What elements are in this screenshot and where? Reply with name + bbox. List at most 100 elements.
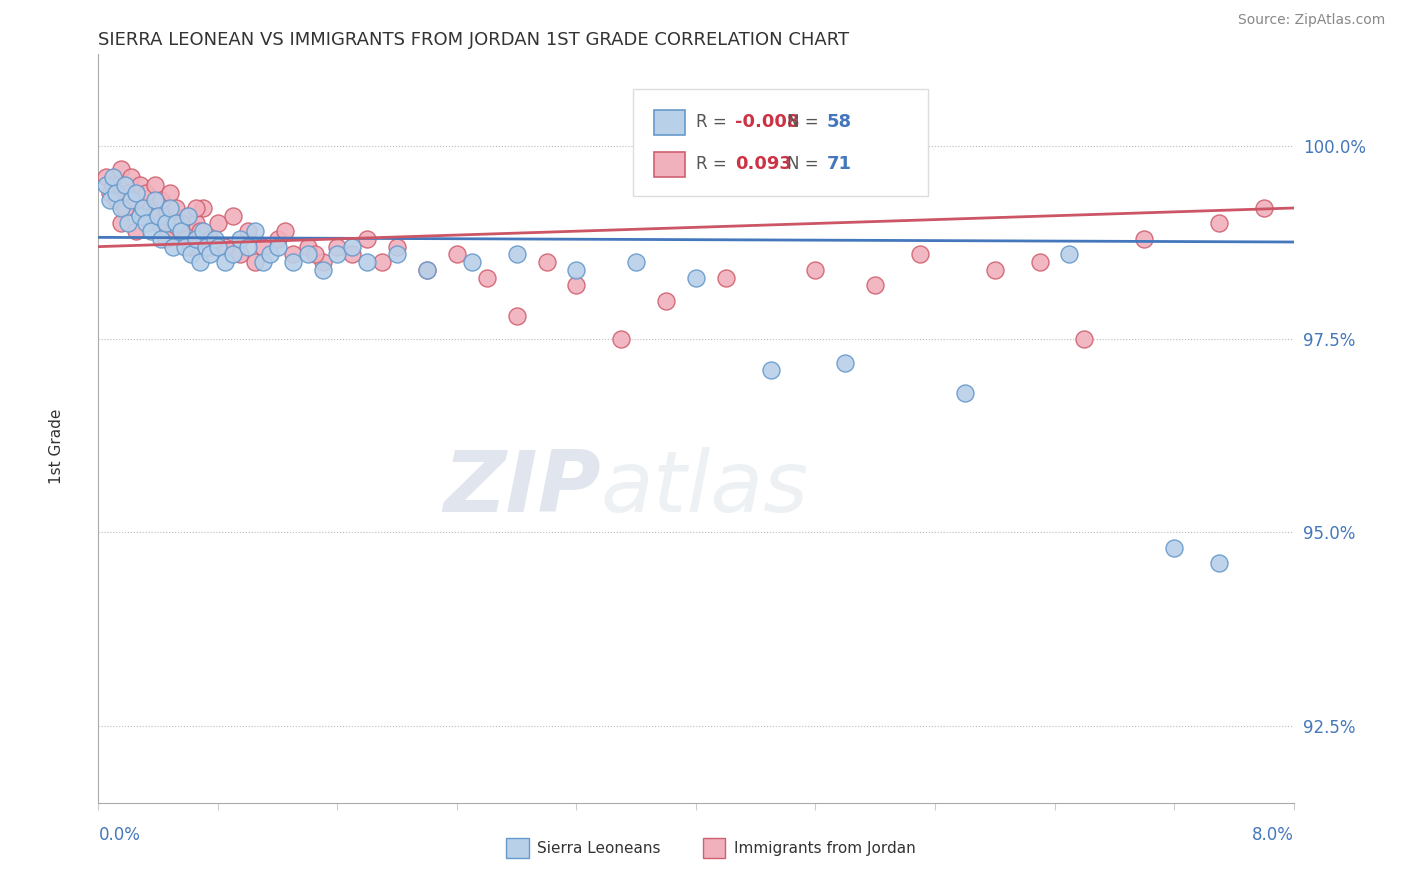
Point [274,224,297,238]
Text: 0.093: 0.093 [735,155,792,173]
Point [326,247,349,261]
Point [110,162,132,177]
Point [177,209,200,223]
Point [139,209,162,223]
Point [281,255,304,269]
Point [252,255,274,269]
Point [105,186,128,200]
Point [200,232,222,246]
Point [214,255,236,269]
Point [129,178,152,192]
Point [229,247,252,261]
Point [1253,201,1275,215]
Point [139,224,162,238]
Point [908,247,931,261]
Point [1208,217,1230,231]
Point [105,194,128,208]
Point [135,186,157,200]
Text: 71: 71 [827,155,852,173]
Point [222,209,245,223]
Point [297,239,319,253]
Point [297,247,319,261]
Point [236,239,259,253]
Point [245,224,267,238]
Point [984,262,1007,277]
Point [174,232,197,246]
Point [188,255,211,269]
Point [162,239,184,253]
Point [610,332,633,346]
Point [342,239,364,253]
Point [148,217,170,231]
Point [150,232,173,246]
Point [655,293,678,308]
Text: Sierra Leoneans: Sierra Leoneans [537,841,661,855]
Point [110,217,132,231]
Text: SIERRA LEONEAN VS IMMIGRANTS FROM JORDAN 1ST GRADE CORRELATION CHART: SIERRA LEONEAN VS IMMIGRANTS FROM JORDAN… [98,31,849,49]
Point [371,255,394,269]
Point [150,194,173,208]
Point [169,224,191,238]
Text: Source: ZipAtlas.com: Source: ZipAtlas.com [1237,13,1385,28]
Point [311,255,333,269]
Point [626,255,648,269]
Text: N =: N = [787,113,824,131]
Point [356,232,378,246]
Point [1208,557,1230,571]
Point [165,217,187,231]
Point [110,201,132,215]
Point [139,201,162,215]
Point [222,247,245,261]
Point [159,201,181,215]
Text: ZIP: ZIP [443,447,600,530]
Point [191,201,214,215]
Point [143,178,166,192]
Text: N =: N = [787,155,824,173]
Point [94,178,117,192]
Point [804,262,827,277]
Point [148,209,170,223]
Point [129,209,152,223]
Point [200,247,222,261]
Point [385,247,409,261]
Point [536,255,558,269]
Point [132,209,155,223]
Point [461,255,484,269]
Point [155,209,177,223]
Point [416,262,439,277]
Point [184,201,207,215]
Point [311,262,333,277]
Point [180,247,202,261]
Point [245,255,267,269]
Text: atlas: atlas [600,447,808,530]
Point [103,178,125,192]
Point [204,232,226,246]
Point [155,232,177,246]
Point [281,247,304,261]
Point [714,270,737,285]
Point [326,239,349,253]
Text: 1st Grade: 1st Grade [49,409,63,483]
Point [446,247,468,261]
Point [120,194,142,208]
Point [506,247,529,261]
Point [132,201,155,215]
Point [165,201,187,215]
Point [342,247,364,261]
Point [103,170,125,185]
Point [174,239,197,253]
Point [195,239,218,253]
Point [252,239,274,253]
Point [1163,541,1185,555]
Point [267,239,290,253]
Point [162,224,184,238]
Point [834,355,856,369]
Point [117,186,139,200]
Point [214,239,236,253]
Point [1059,247,1081,261]
Point [685,270,707,285]
Point [229,232,252,246]
Point [304,247,326,261]
Point [98,194,122,208]
Point [184,217,207,231]
